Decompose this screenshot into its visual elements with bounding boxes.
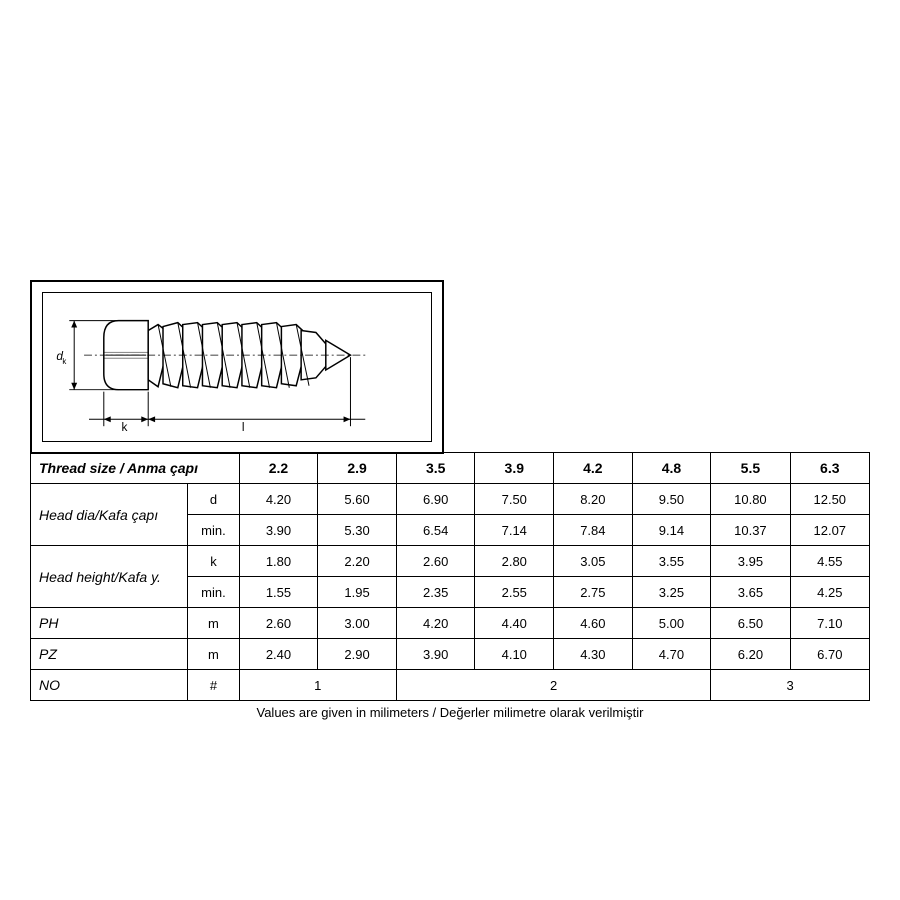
head-height-label: Head height/Kafa y. <box>31 546 188 608</box>
cell: 10.37 <box>711 515 790 546</box>
cell: 4.55 <box>790 546 869 577</box>
row-head-dia-d: Head dia/Kafa çapı d 4.20 5.60 6.90 7.50… <box>31 484 870 515</box>
screw-diagram-svg: d k <box>43 293 431 441</box>
row-no: NO # 1 2 3 <box>31 670 870 701</box>
pz-sub: m <box>188 639 239 670</box>
size-2: 3.5 <box>396 453 475 484</box>
cell: 2.55 <box>475 577 554 608</box>
cell: 3.00 <box>318 608 397 639</box>
cell: 5.00 <box>632 608 711 639</box>
head-height-sub-min: min. <box>188 577 239 608</box>
cell: 6.54 <box>396 515 475 546</box>
cell: 7.50 <box>475 484 554 515</box>
header-row: Thread size / Anma çapı 2.2 2.9 3.5 3.9 … <box>31 453 870 484</box>
cell: 4.20 <box>239 484 318 515</box>
cell: 4.40 <box>475 608 554 639</box>
cell: 6.20 <box>711 639 790 670</box>
cell: 3.55 <box>632 546 711 577</box>
no-group-3: 3 <box>711 670 870 701</box>
cell: 3.90 <box>239 515 318 546</box>
row-pz: PZ m 2.40 2.90 3.90 4.10 4.30 4.70 6.20 … <box>31 639 870 670</box>
cell: 6.50 <box>711 608 790 639</box>
diagram-label-l: l <box>242 420 245 434</box>
row-head-height-k: Head height/Kafa y. k 1.80 2.20 2.60 2.8… <box>31 546 870 577</box>
diagram-label-k: k <box>122 420 128 434</box>
size-3: 3.9 <box>475 453 554 484</box>
spec-table: Thread size / Anma çapı 2.2 2.9 3.5 3.9 … <box>30 452 870 701</box>
cell: 2.40 <box>239 639 318 670</box>
cell: 9.50 <box>632 484 711 515</box>
cell: 1.95 <box>318 577 397 608</box>
pz-label: PZ <box>31 639 188 670</box>
cell: 4.70 <box>632 639 711 670</box>
cell: 2.60 <box>396 546 475 577</box>
size-7: 6.3 <box>790 453 869 484</box>
head-dia-sub-min: min. <box>188 515 239 546</box>
no-sub: # <box>188 670 239 701</box>
cell: 2.20 <box>318 546 397 577</box>
svg-text:k: k <box>62 357 66 366</box>
cell: 4.25 <box>790 577 869 608</box>
no-group-1: 1 <box>239 670 396 701</box>
no-label: NO <box>31 670 188 701</box>
cell: 1.55 <box>239 577 318 608</box>
size-4: 4.2 <box>554 453 633 484</box>
row-ph: PH m 2.60 3.00 4.20 4.40 4.60 5.00 6.50 … <box>31 608 870 639</box>
cell: 4.10 <box>475 639 554 670</box>
thread-size-label: Thread size / Anma çapı <box>31 453 240 484</box>
no-group-2: 2 <box>396 670 710 701</box>
cell: 4.30 <box>554 639 633 670</box>
cell: 6.90 <box>396 484 475 515</box>
screw-diagram-inner: d k <box>42 292 432 442</box>
cell: 5.60 <box>318 484 397 515</box>
screw-diagram-box: d k <box>30 280 444 454</box>
footer-note: Values are given in milimeters / Değerle… <box>30 705 870 720</box>
cell: 3.90 <box>396 639 475 670</box>
cell: 3.05 <box>554 546 633 577</box>
cell: 6.70 <box>790 639 869 670</box>
cell: 2.60 <box>239 608 318 639</box>
cell: 10.80 <box>711 484 790 515</box>
head-dia-label: Head dia/Kafa çapı <box>31 484 188 546</box>
head-dia-sub-d: d <box>188 484 239 515</box>
size-6: 5.5 <box>711 453 790 484</box>
cell: 5.30 <box>318 515 397 546</box>
cell: 2.75 <box>554 577 633 608</box>
ph-label: PH <box>31 608 188 639</box>
cell: 7.14 <box>475 515 554 546</box>
cell: 3.65 <box>711 577 790 608</box>
size-1: 2.9 <box>318 453 397 484</box>
cell: 9.14 <box>632 515 711 546</box>
cell: 8.20 <box>554 484 633 515</box>
cell: 4.60 <box>554 608 633 639</box>
cell: 1.80 <box>239 546 318 577</box>
cell: 2.80 <box>475 546 554 577</box>
cell: 3.95 <box>711 546 790 577</box>
head-height-sub-k: k <box>188 546 239 577</box>
cell: 7.84 <box>554 515 633 546</box>
cell: 7.10 <box>790 608 869 639</box>
cell: 2.35 <box>396 577 475 608</box>
cell: 3.25 <box>632 577 711 608</box>
cell: 4.20 <box>396 608 475 639</box>
cell: 12.50 <box>790 484 869 515</box>
size-5: 4.8 <box>632 453 711 484</box>
cell: 2.90 <box>318 639 397 670</box>
cell: 12.07 <box>790 515 869 546</box>
ph-sub: m <box>188 608 239 639</box>
size-0: 2.2 <box>239 453 318 484</box>
